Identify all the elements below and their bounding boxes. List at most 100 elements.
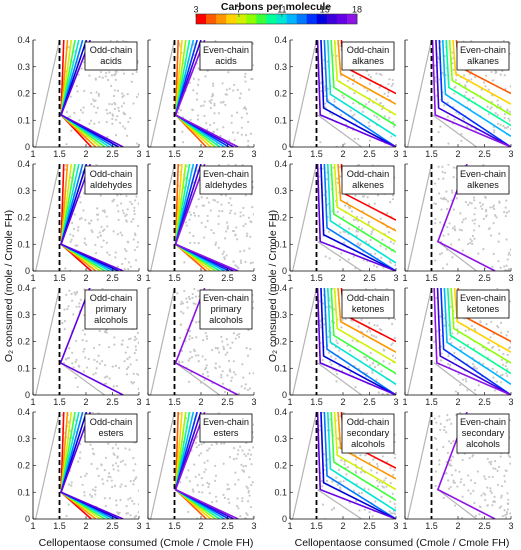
x-tick-label: 1.5 [168, 521, 181, 531]
scatter-point [492, 221, 495, 225]
scatter-point [126, 512, 130, 515]
scatter-point [451, 227, 454, 230]
scatter-point [247, 144, 250, 147]
scatter-point [65, 358, 68, 361]
scatter-point [225, 254, 228, 257]
series-line [333, 288, 396, 364]
scatter-point [206, 219, 209, 223]
scatter-point [452, 479, 455, 482]
scatter-point [129, 514, 132, 517]
scatter-point [387, 231, 391, 234]
scatter-point [484, 348, 487, 351]
scatter-point [221, 340, 224, 343]
scatter-point [77, 364, 80, 367]
scatter-point [134, 345, 137, 348]
scatter-point [226, 227, 229, 230]
scatter-point [233, 212, 237, 215]
scatter-point [63, 320, 67, 323]
scatter-point [469, 241, 472, 245]
scatter-point [194, 295, 198, 298]
scatter-point [111, 117, 114, 120]
reference-line [35, 164, 61, 271]
scatter-point [382, 486, 385, 489]
scatter-point [179, 302, 183, 306]
scatter-point [79, 475, 82, 479]
scatter-point [79, 298, 82, 301]
scatter-point [393, 502, 396, 506]
scatter-point [459, 480, 462, 484]
scatter-point [380, 256, 383, 259]
scatter-point [360, 227, 364, 230]
scatter-point [228, 139, 231, 142]
scatter-point [506, 353, 509, 357]
scatter-point [244, 260, 247, 264]
scatter-point [102, 482, 105, 485]
scatter-point [245, 347, 248, 350]
scatter-point [189, 213, 193, 216]
scatter-point [111, 122, 114, 125]
panel-label-box [199, 41, 253, 71]
x-tick-label: 1.5 [310, 149, 323, 159]
scatter-point [446, 115, 449, 118]
scatter-point [133, 232, 137, 235]
scatter-point [205, 122, 208, 125]
scatter-point [247, 328, 250, 332]
scatter-point [130, 380, 133, 384]
scatter-point [241, 497, 244, 500]
scatter-point [238, 332, 241, 336]
colorbar-cell [246, 14, 257, 24]
scatter-point [237, 507, 240, 510]
scatter-point [236, 111, 239, 114]
scatter-point [502, 124, 505, 128]
scatter-point [494, 467, 497, 470]
panel-label-box [199, 413, 253, 443]
series-line [446, 288, 511, 375]
panel-label: Odd-chain [347, 169, 389, 179]
scatter-point [211, 82, 215, 85]
scatter-point [336, 210, 339, 214]
scatter-point [202, 372, 205, 376]
scatter-point [128, 356, 131, 359]
colorbar-frame [195, 13, 358, 25]
panel-label-box [199, 165, 253, 195]
scatter-point [79, 451, 82, 454]
scatter-point [509, 127, 511, 131]
scatter-point [340, 326, 343, 329]
scatter-point [508, 110, 511, 113]
scatter-point [327, 230, 331, 233]
series-line [431, 40, 511, 147]
scatter-point [75, 358, 78, 361]
reference-line [292, 412, 318, 519]
scatter-point [501, 363, 505, 366]
colorbar-tick-label: 11 [277, 5, 286, 15]
scatter-point [506, 492, 509, 495]
scatter-point [500, 494, 503, 497]
scatter-point [236, 505, 239, 508]
scatter-point [438, 463, 441, 466]
scatter-point [380, 370, 383, 373]
scatter-point [129, 363, 132, 366]
scatter-point [379, 217, 382, 220]
scatter-point [197, 214, 200, 218]
scatter-point [378, 86, 381, 89]
scatter-point [349, 371, 352, 374]
scatter-point [460, 133, 463, 136]
scatter-point [122, 111, 125, 114]
scatter-point [197, 443, 200, 447]
scatter-point [227, 71, 230, 74]
scatter-point [501, 515, 504, 518]
scatter-point [204, 225, 207, 228]
series-line [330, 164, 396, 253]
scatter-point [236, 333, 239, 337]
scatter-point [205, 335, 208, 338]
scatter-point [107, 475, 110, 478]
panel-label: alcohols [351, 439, 385, 449]
scatter-point [465, 380, 468, 383]
scatter-point [441, 267, 445, 270]
scatter-point [456, 332, 459, 335]
scatter-point [210, 348, 214, 352]
scatter-point [78, 302, 81, 305]
scatter-point [88, 493, 92, 496]
scatter-point [326, 458, 329, 461]
scatter-point [220, 203, 223, 206]
